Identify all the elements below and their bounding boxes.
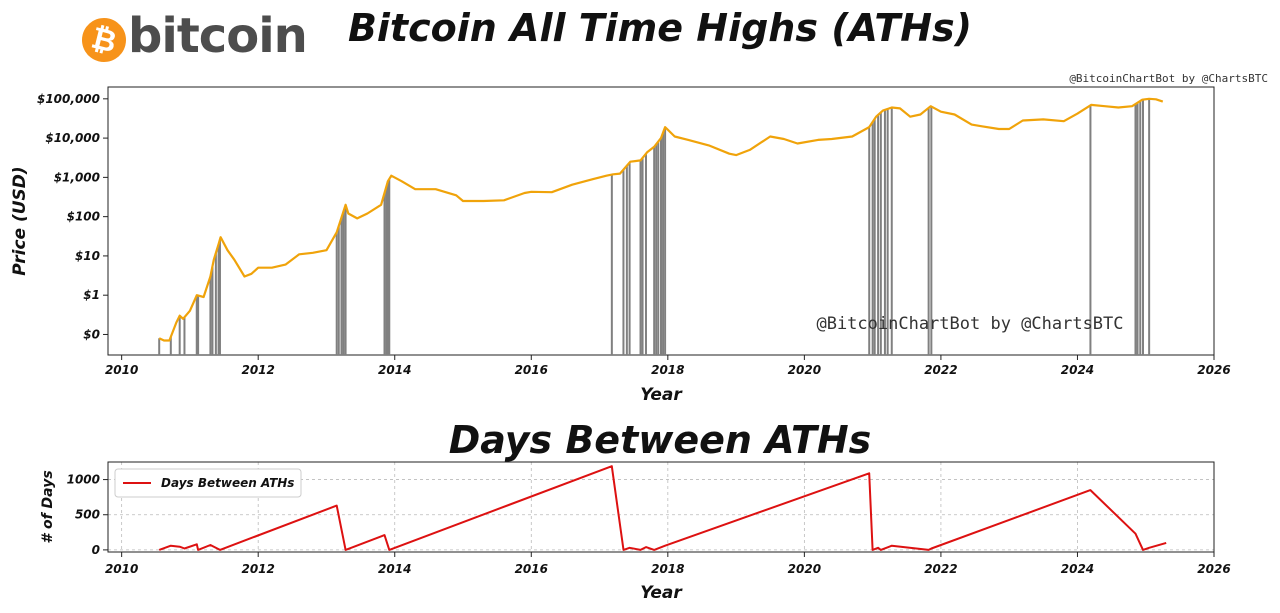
x-tick-label: 2016 — [515, 363, 548, 377]
x-tick-label: 2020 — [788, 363, 821, 377]
y-tick-label: $1 — [83, 288, 100, 302]
x-axis-title: Year — [640, 583, 683, 603]
x-tick-label: 2024 — [1061, 562, 1094, 576]
legend-label: Days Between ATHs — [161, 476, 294, 490]
credit-text: @BitcoinChartBot by @ChartsBTC — [1069, 72, 1268, 85]
x-tick-label: 2010 — [105, 363, 138, 377]
x-tick-label: 2022 — [924, 363, 957, 377]
x-axis-title: Year — [640, 385, 683, 405]
y-axis-title: # of Days — [40, 470, 56, 543]
price-series-line — [158, 97, 1164, 342]
bitcoin-logo: ₿ bitcoin — [77, 8, 308, 67]
x-tick-label: 2014 — [378, 363, 411, 377]
x-tick-label: 2012 — [241, 363, 274, 377]
y-axis-title: Price (USD) — [10, 166, 30, 275]
y-tick-label: 0 — [92, 543, 100, 557]
x-tick-label: 2018 — [651, 363, 684, 377]
y-tick-label: $10,000 — [45, 131, 100, 145]
x-tick-label: 2022 — [924, 562, 957, 576]
main-chart-title: Bitcoin All Time Highs (ATHs) — [347, 6, 973, 50]
x-tick-label: 2020 — [788, 562, 821, 576]
x-tick-label: 2018 — [651, 562, 684, 576]
x-tick-label: 2026 — [1197, 363, 1230, 377]
y-tick-label: $100 — [67, 210, 100, 224]
y-tick-label: $1,000 — [54, 170, 100, 184]
x-tick-label: 2016 — [515, 562, 548, 576]
days-chart-title: Days Between ATHs — [448, 418, 872, 462]
x-tick-label: 2010 — [105, 562, 138, 576]
x-tick-label: 2012 — [241, 562, 274, 576]
legend-box — [114, 468, 302, 498]
y-tick-label: $100,000 — [37, 92, 100, 106]
watermark-text: @BitcoinChartBot by @ChartsBTC — [816, 314, 1123, 334]
y-tick-label: $10 — [75, 249, 100, 263]
days-series-line — [158, 465, 1167, 551]
x-tick-label: 2024 — [1061, 363, 1094, 377]
x-tick-label: 2014 — [378, 562, 411, 576]
y-tick-label: $0 — [83, 327, 100, 341]
y-tick-label: 1000 — [67, 473, 100, 487]
y-tick-label: 500 — [75, 508, 100, 522]
bitcoin-logo-text: bitcoin — [128, 8, 308, 64]
x-tick-label: 2026 — [1197, 562, 1230, 576]
days-plot-frame — [107, 461, 1215, 553]
